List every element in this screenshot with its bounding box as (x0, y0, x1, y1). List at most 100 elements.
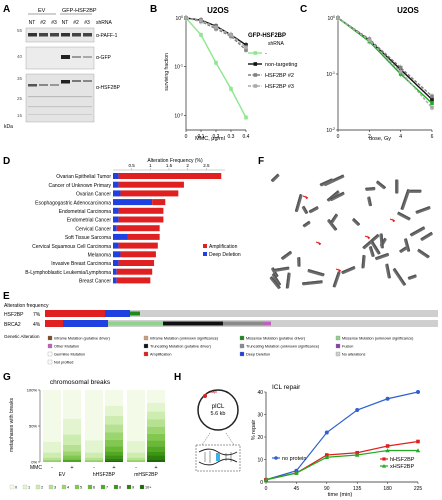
panel-g-chromosomal-breaks: chromosomal breaks metaphases with break… (9, 379, 165, 490)
blot-label-gfp: α-GFP (96, 55, 111, 61)
y-tick-label: 10-1 (326, 71, 335, 78)
h-data-point (355, 452, 360, 457)
track-hsf2bp-amplification (45, 310, 105, 317)
oncoprint-gene-hsf2bp: HSF2BP (4, 312, 24, 318)
chromosome (302, 221, 311, 228)
series-line (185, 17, 247, 118)
track-brca2-deep-deletion (63, 320, 108, 327)
blot-label-paff1: α-PAFF-1 (96, 33, 118, 39)
d-category-label: Esophagogastric Adenocarcinoma (35, 200, 111, 206)
g-legend-label: 7 (106, 486, 108, 490)
legend-swatch (47, 359, 53, 365)
track-brca2-truncating (163, 321, 223, 326)
panel-b-ylabel: surviving fraction (164, 53, 170, 91)
h-x-tick-label: 90 (324, 486, 330, 492)
d-bar-amplification (116, 268, 153, 275)
chromatid (418, 248, 430, 258)
h-legend-marker (382, 457, 386, 461)
track-brca2-other (263, 321, 271, 326)
plasmid-name: pICL (212, 404, 225, 410)
legend-swatch (239, 335, 245, 341)
d-tick-label: 0.5 (129, 163, 136, 168)
g-bar-segment (105, 455, 123, 459)
legend-label: Truncating Mutation (unknown significanc… (246, 345, 320, 349)
chromatid (394, 267, 407, 286)
chromatid (285, 272, 289, 289)
blot-lane-label: NT (62, 20, 69, 26)
h-data-point (325, 453, 329, 457)
chromatid (341, 266, 355, 273)
h-data-point (385, 448, 390, 453)
legend-marker (253, 62, 258, 66)
h-x-tick-label: 135 (353, 486, 362, 492)
g-mmc-sign: + (70, 465, 73, 471)
d-bar-amplification (116, 225, 160, 232)
legend-swatch (47, 351, 53, 357)
track-brca2-truncating-vus (223, 321, 263, 326)
h-legend-marker (274, 456, 278, 460)
legend-swatch (143, 351, 149, 357)
panel-c-ir-survival: U2OS dose, Gy 0 2 4 6 100 10-1 10-2 (326, 6, 434, 142)
g-legend-swatch (61, 484, 67, 490)
g-mmc-sign: + (154, 465, 157, 471)
g-bar-segment (105, 432, 123, 440)
chromatid (415, 206, 431, 213)
d-bar-deep-deletion (113, 207, 119, 214)
chromatid (298, 257, 301, 267)
mw-marker: 55 (17, 28, 23, 33)
g-bar-segment (43, 390, 61, 442)
g-bar-segment (147, 446, 165, 452)
legend-swatch (143, 343, 149, 349)
chromatid (308, 206, 319, 212)
h-data-point (416, 390, 420, 394)
g-bar-segment (85, 390, 103, 441)
g-bar-segment (63, 451, 81, 456)
legend-label: Germline Mutation (54, 353, 85, 357)
legend-label: non-targeting (265, 62, 297, 68)
g-group-label: mHSF2BP (134, 472, 158, 478)
legend-label: Inframe Mutation (unknown significance) (150, 337, 219, 341)
legend-label: Inframe Mutation (putative driver) (54, 337, 111, 341)
g-y-tick-label: 0% (31, 460, 37, 465)
panel-e-freq-header: Alteration frequency (4, 303, 49, 309)
g-legend-swatch (22, 484, 28, 490)
g-legend-swatch (35, 484, 41, 490)
legend-label: Missense Mutation (putative driver) (246, 337, 306, 341)
d-bar-amplification (120, 190, 179, 197)
h-data-point (385, 396, 390, 401)
break-arrowhead (318, 241, 321, 246)
g-legend-label: 2 (41, 486, 43, 490)
blot-group-gfp: GFP-HSF2BP (62, 8, 97, 14)
y-tick-label: 100 (175, 15, 183, 22)
d-bar-deep-deletion (113, 260, 119, 266)
chromatid (319, 178, 333, 185)
d-bar-amplification (118, 242, 158, 249)
x-tick-label: 0.3 (228, 134, 235, 140)
chromatid (272, 266, 290, 271)
g-legend-label: 9 (132, 486, 134, 490)
chromatid (270, 276, 281, 289)
g-group-label: hHSF2BP (93, 472, 116, 478)
panel-b-xlabel: MMC, μg/ml (195, 136, 225, 142)
d-bar-deep-deletion (113, 181, 119, 188)
h-y-tick-label: 40 (257, 390, 263, 396)
panel-a-western-blot: EV GFP-HSF2BP NT #2 #3 NT #2 #3 shRNA α-PAFF-… (4, 8, 121, 130)
g-legend-swatch (9, 484, 15, 490)
panel-letter-b: B (150, 4, 157, 15)
panel-f-metaphase-spread (269, 173, 433, 289)
panel-e-oncoprint: Alteration frequency HSF2BP 7% BRCA2 4% … (4, 303, 438, 365)
g-legend-swatch (100, 484, 106, 490)
g-legend-swatch (48, 484, 54, 490)
g-bar-segment (105, 458, 123, 461)
x-tick-label: 0 (185, 134, 188, 140)
x-tick-label: 0.1 (198, 134, 205, 140)
h-y-tick-label: 30 (257, 413, 263, 419)
g-legend-label: 1 (28, 486, 30, 490)
h-y-tick-label: 0 (260, 480, 263, 486)
chromatid (326, 190, 339, 201)
g-bar-segment (105, 405, 123, 416)
g-legend-label: 6 (93, 486, 95, 490)
h-series-line (265, 449, 418, 481)
chromatid (368, 196, 372, 206)
